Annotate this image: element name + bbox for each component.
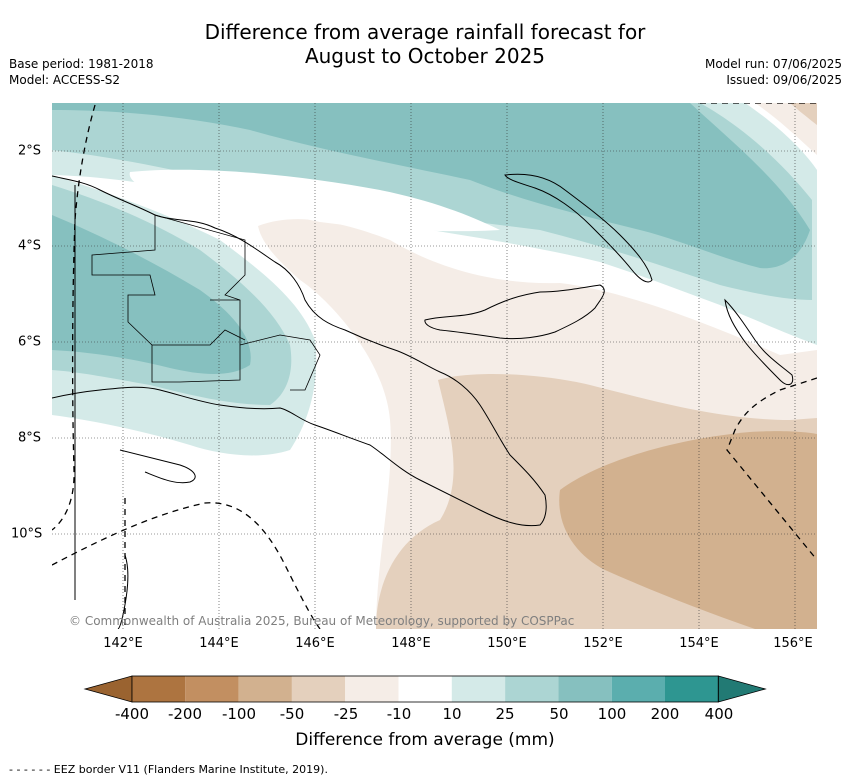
forecast-field (52, 103, 817, 629)
x-tick: 150°E (487, 636, 527, 651)
x-tick: 144°E (199, 636, 239, 651)
torres-strait-australia (117, 449, 196, 629)
colorbar-swatch (558, 676, 612, 702)
model-name: Model: ACCESS-S2 (9, 73, 121, 87)
wet-moderate-west (52, 215, 251, 374)
y-tick: 2°S (18, 143, 42, 159)
bougainville (724, 298, 794, 386)
x-tick: 142°E (103, 636, 143, 651)
colorbar-swatch (185, 676, 239, 702)
eez-legend-note: - - - - - - EEZ border V11 (Flanders Mar… (9, 763, 328, 776)
title-line-1: Difference from average rainfall forecas… (204, 20, 646, 44)
colorbar-swatch (611, 676, 665, 702)
colorbar-label: -400 (114, 705, 150, 723)
colorbar-label: 25 (495, 705, 515, 723)
x-tick: 152°E (583, 636, 623, 651)
x-tick: 146°E (295, 636, 335, 651)
new-ireland (504, 173, 653, 283)
colorbar-swatch (398, 676, 452, 702)
colorbar-label: -10 (386, 705, 412, 723)
colorbar-swatch (505, 676, 559, 702)
dry-moderate-ne (790, 103, 817, 125)
model-info: Base period: 1981-2018 Model: ACCESS-S2 (9, 56, 154, 88)
new-britain (424, 284, 605, 340)
colorbar-label: -200 (167, 705, 203, 723)
colorbar-swatch (132, 676, 186, 702)
map-title: Difference from average rainfall forecas… (0, 20, 850, 68)
colorbar-label: 10 (442, 705, 462, 723)
colorbar-extend-max (717, 675, 767, 703)
colorbar-swatch (291, 676, 346, 702)
colorbar-label: 400 (704, 705, 734, 723)
colorbar-label: -25 (333, 705, 359, 723)
neutral-north-band (129, 169, 500, 232)
y-tick: 10°S (11, 526, 43, 542)
colorbar-swatch (238, 676, 292, 702)
colorbar-label: 50 (549, 705, 569, 723)
wet-moderate-north (52, 103, 810, 269)
x-tick: 148°E (391, 636, 431, 651)
gridlines (52, 103, 817, 629)
x-tick: 156°E (773, 636, 813, 651)
colorbar (83, 675, 767, 703)
colorbar-swatch (345, 676, 399, 702)
colorbar-label: -50 (279, 705, 305, 723)
dry-strong-area (559, 431, 817, 629)
png-province-lines (91, 214, 321, 391)
title-line-2: August to October 2025 (304, 44, 546, 68)
run-info: Model run: 07/06/2025 Issued: 09/06/2025 (705, 56, 842, 88)
model-run: Model run: 07/06/2025 (704, 57, 842, 71)
new-guinea-land (52, 175, 547, 527)
issued-date: Issued: 09/06/2025 (726, 73, 842, 87)
colorbar-label: 100 (597, 705, 627, 723)
y-tick: 6°S (18, 334, 42, 350)
y-tick: 4°S (18, 238, 42, 254)
colorbar-title: Difference from average (mm) (295, 730, 555, 750)
colorbar-label: 200 (650, 705, 680, 723)
colorbar-swatch (665, 676, 719, 702)
colorbar-label: -100 (221, 705, 257, 723)
y-tick: 8°S (18, 430, 42, 446)
copyright-notice: © Commonwealth of Australia 2025, Bureau… (69, 614, 575, 628)
x-tick: 154°E (679, 636, 719, 651)
colorbar-extend-min (83, 675, 133, 703)
colorbar-swatch (451, 676, 506, 702)
base-period: Base period: 1981-2018 (9, 57, 154, 71)
dry-slight-ne (755, 103, 817, 155)
colorbar-outline (131, 675, 719, 703)
